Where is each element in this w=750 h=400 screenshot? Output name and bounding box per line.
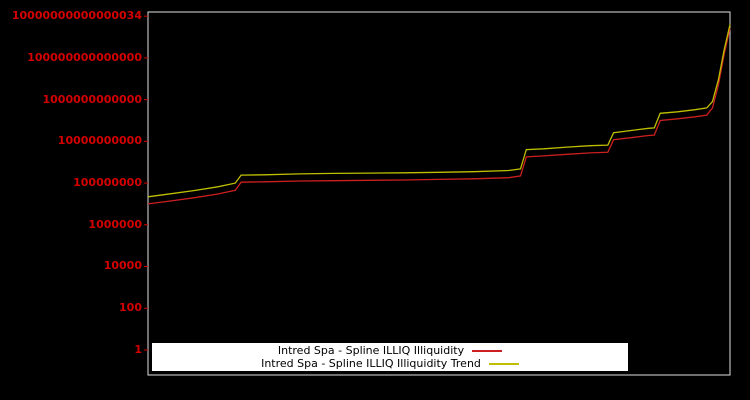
y-tick-label: 1: [134, 343, 142, 356]
y-tick-label: 100: [119, 301, 142, 314]
plot-border: [147, 11, 731, 376]
legend-entry-illiquidity: Intred Spa - Spline ILLIQ Illiquidity: [277, 343, 503, 357]
y-tick-label: 100000000: [73, 176, 142, 189]
y-tick-marks: [144, 15, 148, 351]
y-tick-label: 1000000000000: [42, 93, 143, 106]
legend-label-trend: Intred Spa - Spline ILLIQ Illiquidity Tr…: [261, 356, 481, 370]
legend: Intred Spa - Spline ILLIQ Illiquidity In…: [152, 343, 628, 371]
legend-line-sample-illiquidity: [472, 349, 503, 352]
y-tick-label: 10000: [103, 259, 142, 272]
legend-line-sample-trend: [488, 362, 519, 365]
y-tick-label: 10000000000: [57, 134, 142, 147]
y-tick-label: 100000000000000: [27, 51, 142, 64]
legend-entry-trend: Intred Spa - Spline ILLIQ Illiquidity Tr…: [261, 356, 519, 370]
series-line-1: [147, 24, 731, 198]
y-tick-label: 10000000000000034: [11, 9, 142, 22]
y-tick-label: 1000000: [88, 218, 142, 231]
series-lines: [147, 24, 731, 205]
series-line-0: [147, 27, 731, 205]
legend-label-illiquidity: Intred Spa - Spline ILLIQ Illiquidity: [277, 343, 465, 357]
